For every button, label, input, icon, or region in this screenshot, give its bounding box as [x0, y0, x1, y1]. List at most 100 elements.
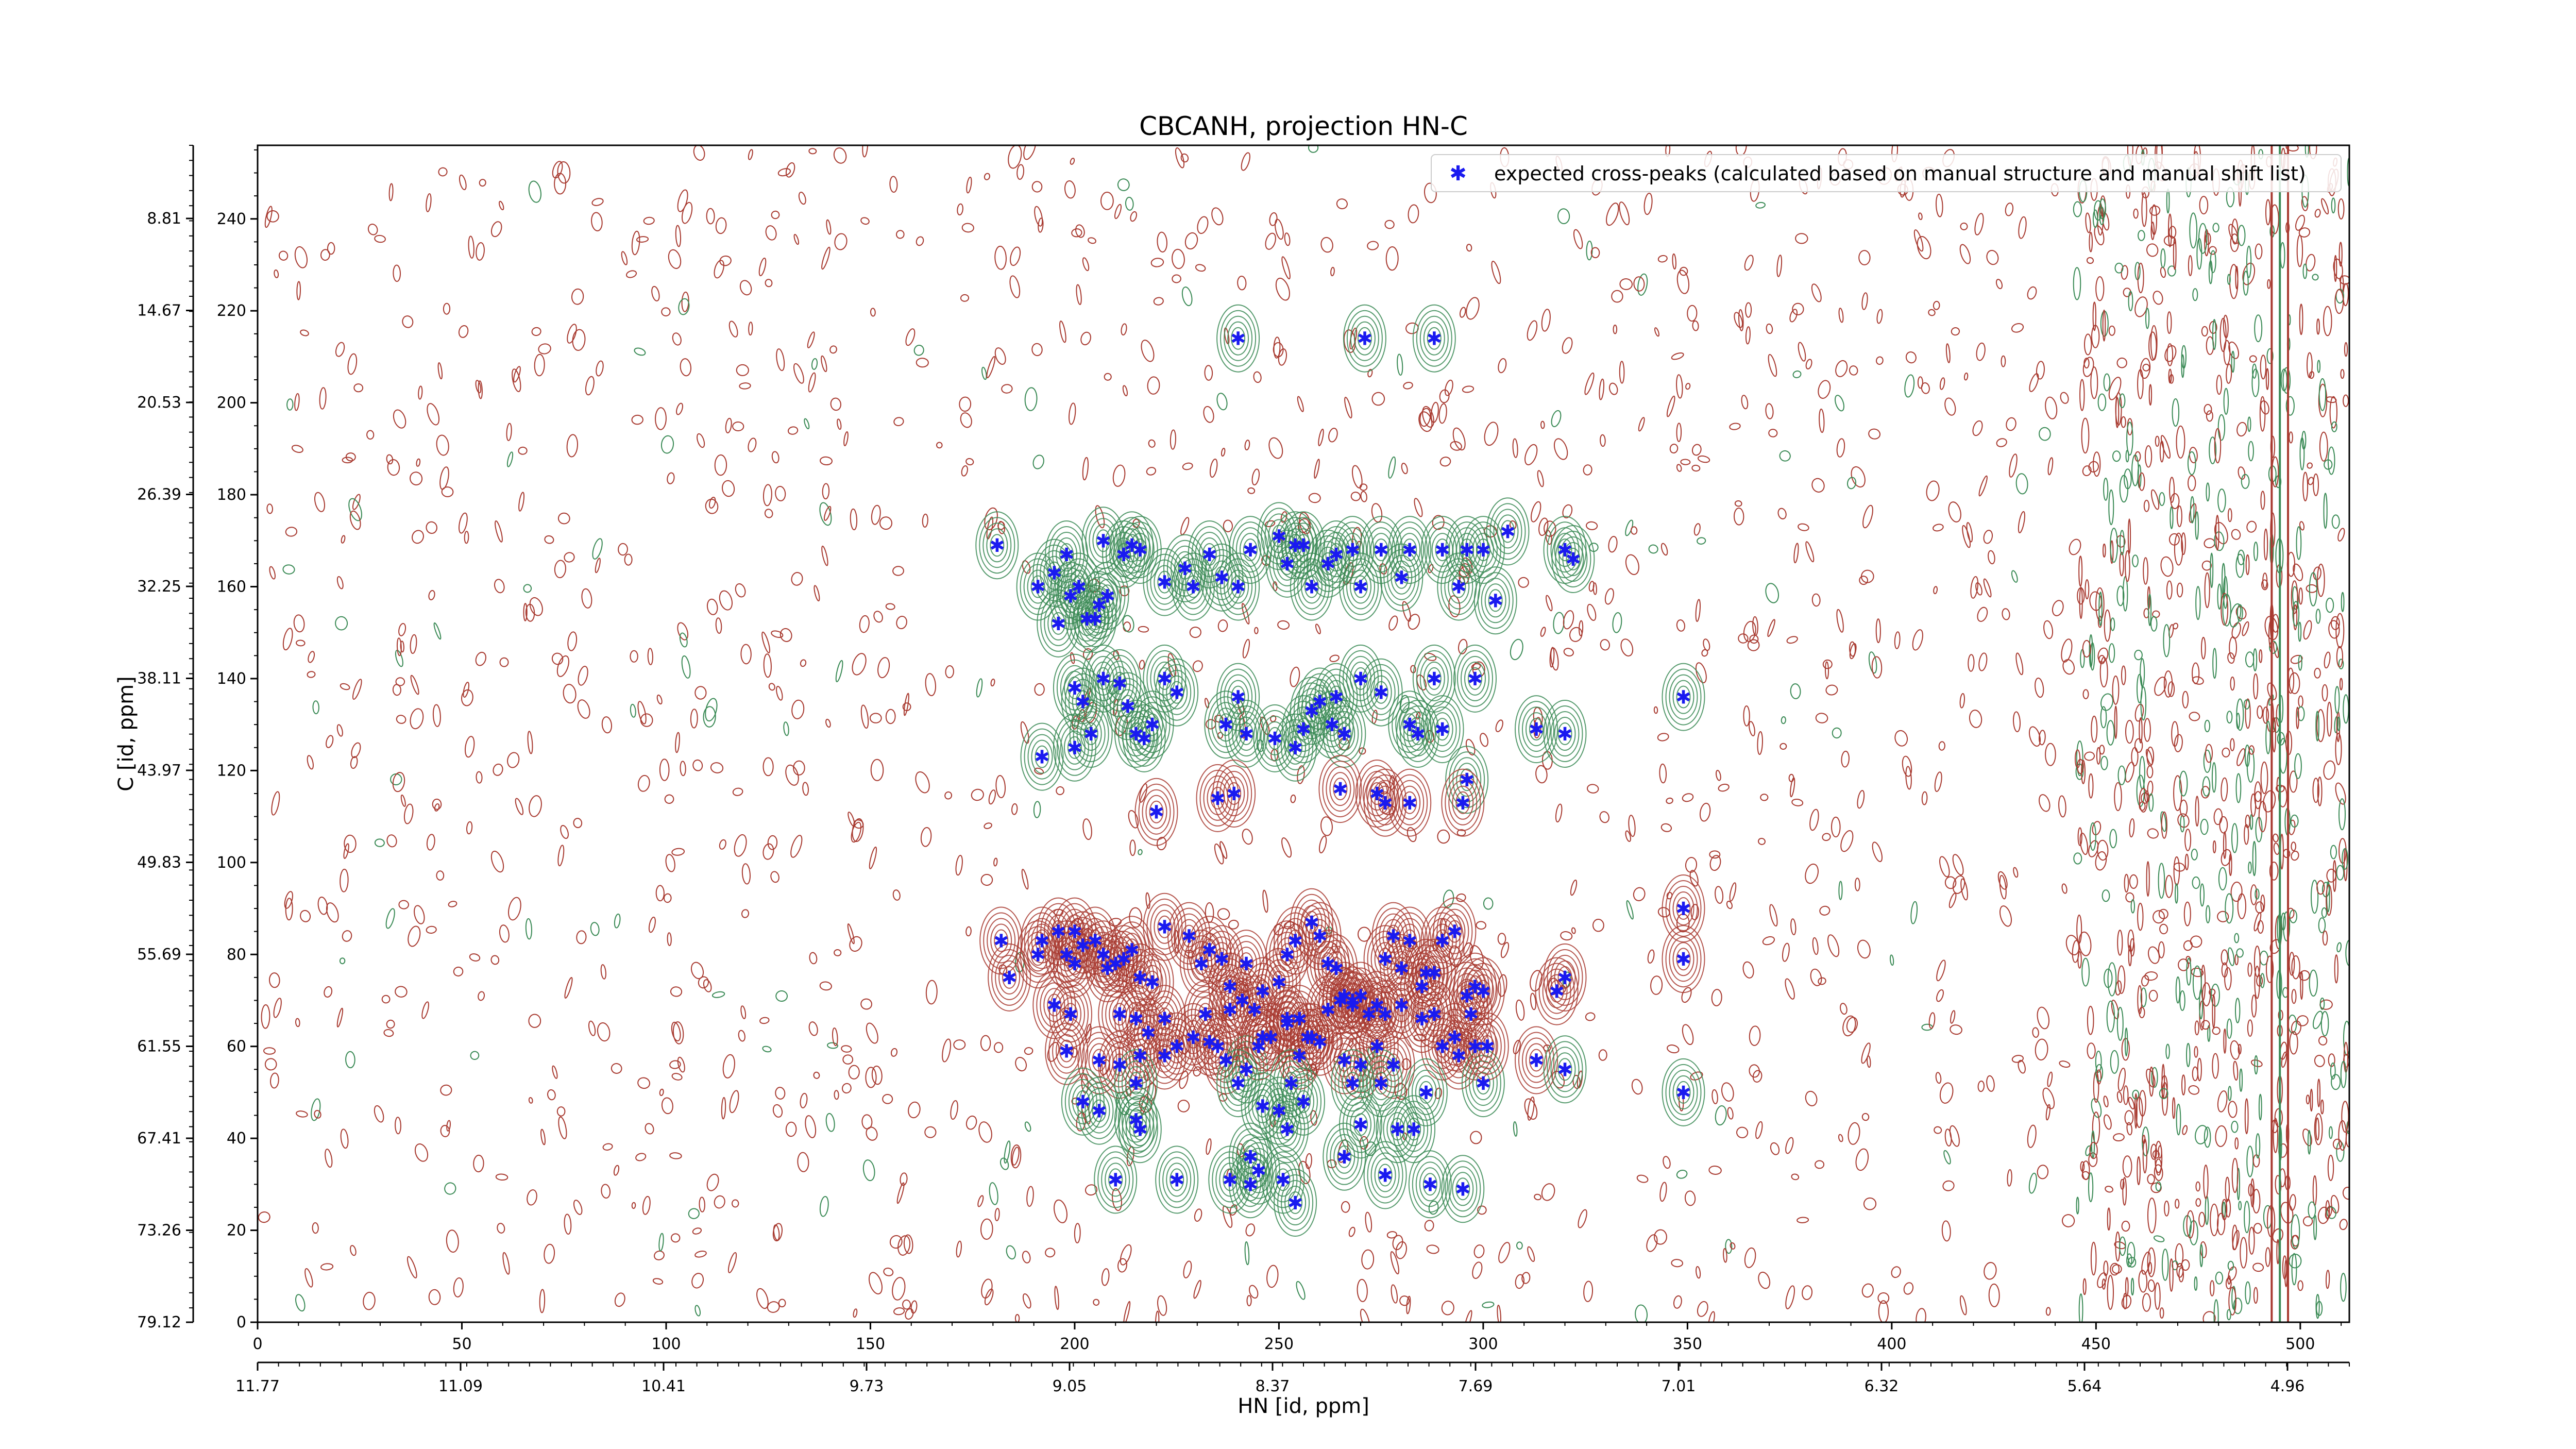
- artifact-contour: [2233, 1298, 2243, 1315]
- artifact-contour: [2088, 773, 2094, 799]
- noise-contour: [1861, 1113, 1870, 1121]
- noise-contour: [1755, 201, 1766, 209]
- noise-contour: [1608, 382, 1618, 395]
- noise-contour: [1692, 320, 1699, 331]
- noise-contour: [822, 483, 830, 500]
- noise-contour: [2230, 881, 2243, 902]
- artifact-contour: [2225, 893, 2234, 924]
- noise-contour: [1531, 501, 1541, 523]
- noise-contour: [2129, 818, 2135, 838]
- cross-peak-marker: ✱: [1279, 1119, 1295, 1140]
- noise-contour: [459, 174, 467, 191]
- noise-contour: [476, 242, 485, 261]
- noise-contour: [1840, 830, 1854, 852]
- noise-contour: [989, 1182, 998, 1205]
- artifact-contour: [2150, 616, 2158, 632]
- noise-contour: [2291, 850, 2299, 861]
- noise-contour: [1805, 1090, 1818, 1106]
- noise-contour: [428, 1289, 441, 1305]
- noise-contour: [1769, 904, 1778, 927]
- artifact-contour: [2168, 368, 2172, 384]
- cross-peak-marker: ✱: [1675, 687, 1691, 709]
- noise-contour: [924, 1126, 937, 1138]
- noise-contour: [1129, 839, 1136, 856]
- noise-contour: [340, 868, 349, 892]
- cross-peak-marker: ✱: [1292, 1046, 1307, 1067]
- peak-contour: [1300, 569, 1323, 604]
- noise-contour: [1715, 886, 1724, 904]
- noise-contour: [1798, 342, 1806, 362]
- noise-contour: [785, 764, 799, 786]
- noise-contour: [2037, 1165, 2049, 1180]
- artifact-contour: [2228, 1086, 2232, 1101]
- noise-contour: [1939, 1082, 1954, 1104]
- artifact-contour: [2222, 594, 2231, 627]
- noise-contour: [1076, 284, 1082, 305]
- noise-contour: [1399, 1295, 1410, 1306]
- noise-contour: [1792, 370, 1802, 378]
- noise-contour: [1599, 378, 1604, 400]
- artifact-contour: [2107, 962, 2117, 997]
- noise-contour: [771, 451, 779, 464]
- peak-contour: [1096, 579, 1118, 613]
- peak-contour: [1143, 548, 1187, 616]
- noise-contour: [1557, 208, 1570, 224]
- cross-peak-marker: ✱: [1374, 683, 1389, 704]
- artifact-contour: [2204, 1126, 2211, 1148]
- noise-contour: [677, 1056, 685, 1073]
- noise-contour: [1541, 309, 1551, 332]
- artifact-contour: [2124, 1027, 2128, 1057]
- noise-contour: [529, 795, 542, 817]
- cross-peak-marker: ✱: [1459, 540, 1475, 561]
- noise-contour: [342, 457, 353, 464]
- noise-contour: [1619, 201, 1630, 226]
- noise-contour: [1862, 504, 1873, 529]
- noise-contour: [1767, 619, 1775, 637]
- noise-contour: [1727, 1107, 1734, 1120]
- noise-contour: [544, 535, 554, 544]
- noise-contour: [2036, 361, 2045, 380]
- peak-contour: [1342, 533, 1364, 567]
- noise-contour: [676, 402, 683, 415]
- noise-contour: [557, 512, 570, 525]
- noise-contour: [739, 280, 752, 296]
- peak-contour: [1154, 565, 1176, 599]
- noise-contour: [341, 535, 346, 544]
- artifact-contour: [2340, 1060, 2347, 1088]
- artifact-contour: [2159, 492, 2165, 506]
- noise-contour: [1472, 661, 1485, 678]
- noise-contour: [1193, 1279, 1201, 1299]
- cross-peak-marker: ✱: [1328, 545, 1344, 566]
- noise-contour: [756, 1288, 769, 1309]
- artifact-contour: [2234, 1137, 2239, 1150]
- noise-contour: [1296, 1281, 1306, 1300]
- noise-contour: [2331, 1074, 2341, 1090]
- noise-contour: [776, 348, 785, 372]
- noise-contour: [494, 579, 505, 594]
- noise-contour: [2037, 1006, 2050, 1030]
- artifact-contour: [2076, 740, 2083, 777]
- peak-contour: [1461, 516, 1505, 584]
- noise-contour: [900, 1172, 908, 1186]
- noise-contour: [426, 834, 435, 851]
- noise-contour: [672, 332, 682, 346]
- artifact-contour: [2098, 592, 2103, 626]
- noise-contour: [585, 376, 595, 396]
- artifact-contour: [2266, 348, 2274, 364]
- artifact-contour: [2124, 873, 2129, 893]
- hn-tick-label: 8.37: [1256, 1377, 1290, 1395]
- artifact-contour: [2139, 801, 2146, 811]
- noise-contour: [1945, 343, 1951, 363]
- noise-contour: [1211, 207, 1224, 226]
- noise-contour: [1676, 1169, 1688, 1179]
- artifact-contour: [2255, 243, 2263, 260]
- noise-contour: [2151, 489, 2160, 510]
- artifact-contour: [2309, 572, 2317, 606]
- artifact-contour: [2229, 636, 2238, 659]
- peak-contour: [1235, 527, 1265, 573]
- artifact-contour: [2262, 572, 2268, 589]
- noise-contour: [688, 1208, 700, 1219]
- artifact-contour: [2099, 198, 2106, 220]
- noise-contour: [499, 924, 510, 943]
- artifact-contour: [2307, 352, 2313, 378]
